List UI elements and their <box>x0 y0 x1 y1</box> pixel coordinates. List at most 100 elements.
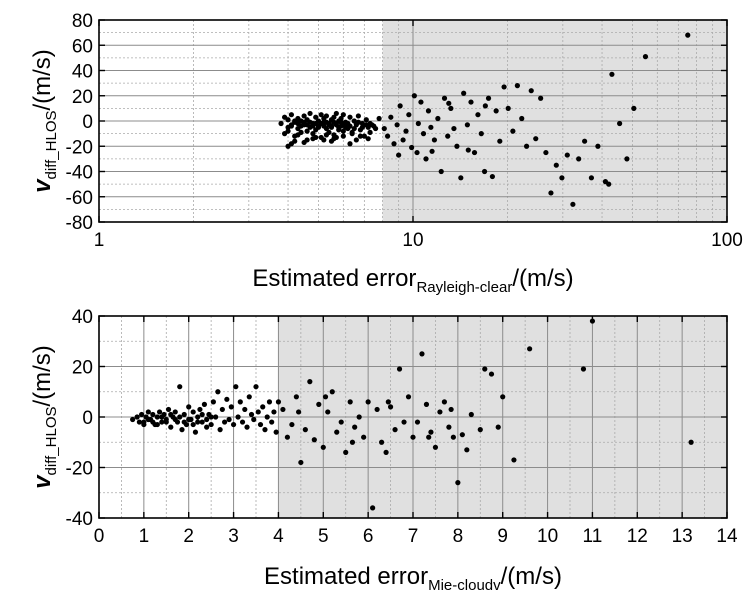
data-point <box>497 138 503 144</box>
data-point <box>224 396 230 402</box>
data-point <box>414 149 420 156</box>
data-point <box>177 384 183 390</box>
x-axis-label-subscript: Rayleigh-clear <box>416 279 512 296</box>
data-point <box>331 114 337 120</box>
y-tick-label: -20 <box>66 459 93 480</box>
data-point <box>446 100 452 106</box>
data-point <box>448 406 454 413</box>
data-point <box>403 128 409 134</box>
data-point <box>154 421 160 428</box>
data-point <box>313 114 319 120</box>
data-point <box>423 401 430 407</box>
data-point <box>301 139 307 146</box>
data-point <box>331 136 337 142</box>
data-point <box>465 147 471 153</box>
data-point <box>394 122 400 128</box>
data-point <box>519 115 525 122</box>
data-point <box>163 419 169 425</box>
data-point <box>208 421 214 428</box>
data-point <box>409 144 415 151</box>
y-axis-label-unit: /(m/s) <box>29 345 56 406</box>
data-point <box>609 71 615 77</box>
y-axis-label: vdiff_HLOS/(m/s) <box>29 49 60 193</box>
data-point <box>186 416 192 423</box>
x-axis-label-unit: /(m/s) <box>512 265 573 292</box>
data-point <box>528 88 534 94</box>
x-tick-label: 100 <box>711 230 743 251</box>
data-point <box>523 143 530 149</box>
data-point <box>318 112 324 118</box>
data-point <box>181 419 187 425</box>
data-point <box>334 429 340 435</box>
data-point <box>396 152 402 158</box>
data-point <box>139 411 145 418</box>
data-point <box>192 429 199 435</box>
data-point <box>450 434 456 440</box>
data-point <box>321 137 327 143</box>
x-tick-label: 1 <box>94 230 105 251</box>
data-point <box>471 149 478 156</box>
x-axis-label-unit: /(m/s) <box>501 563 562 590</box>
data-point <box>488 371 495 377</box>
data-point <box>347 141 353 147</box>
data-point <box>262 427 268 433</box>
data-point <box>215 389 221 395</box>
data-point <box>419 351 425 357</box>
data-point <box>371 123 377 129</box>
data-point <box>349 439 356 445</box>
data-point <box>383 449 389 455</box>
y-tick-label: 40 <box>72 62 93 83</box>
chart-rayleigh-clear: 1 10 100 -80 -60 -40 -20 0 20 40 60 80 Estimated err… <box>29 11 743 296</box>
y-tick-label: -40 <box>66 163 93 184</box>
data-point <box>260 404 266 410</box>
data-point <box>351 118 357 124</box>
data-point <box>199 419 205 425</box>
data-point <box>548 190 554 196</box>
y-tick-label: 80 <box>72 11 93 32</box>
data-point <box>397 103 403 109</box>
data-point <box>624 156 630 162</box>
data-point <box>226 416 232 423</box>
data-point <box>269 419 275 425</box>
x-axis-label-main: Estimated error <box>252 265 416 292</box>
data-point <box>495 424 501 430</box>
x-tick-label: 0 <box>94 526 105 547</box>
data-point <box>543 149 549 156</box>
data-point <box>564 152 570 158</box>
data-point <box>233 384 239 390</box>
data-point <box>485 95 492 101</box>
data-point <box>320 444 326 450</box>
data-point <box>242 406 248 413</box>
data-point <box>406 112 412 118</box>
data-point <box>246 394 252 400</box>
x-axis-label-main: Estimated error <box>264 563 428 590</box>
data-point <box>219 406 225 413</box>
data-point <box>347 114 353 120</box>
data-point <box>588 175 595 181</box>
data-point <box>367 120 373 127</box>
data-point <box>293 394 299 400</box>
data-point <box>199 411 205 418</box>
x-tick-label: 7 <box>408 526 419 547</box>
data-point <box>159 414 165 420</box>
data-point <box>237 399 243 405</box>
x-tick-label: 10 <box>537 526 558 547</box>
data-point <box>285 117 291 123</box>
data-point <box>316 401 322 407</box>
y-tick-label: 60 <box>72 36 93 57</box>
data-point <box>396 366 403 372</box>
data-point <box>329 389 335 395</box>
data-point <box>338 419 344 425</box>
data-point <box>455 480 461 486</box>
data-point <box>244 424 250 430</box>
x-axis-label: Estimated errorMie-cloudv/(m/s) <box>264 563 562 590</box>
y-axis-label-subscript: diff_HLOS <box>43 111 60 180</box>
data-point <box>296 409 302 415</box>
data-point <box>533 136 539 142</box>
data-point <box>204 416 210 423</box>
data-point <box>400 137 406 143</box>
data-point <box>468 411 474 418</box>
x-tick-label: 10 <box>402 230 423 251</box>
data-point <box>323 132 330 138</box>
data-point <box>437 409 443 415</box>
